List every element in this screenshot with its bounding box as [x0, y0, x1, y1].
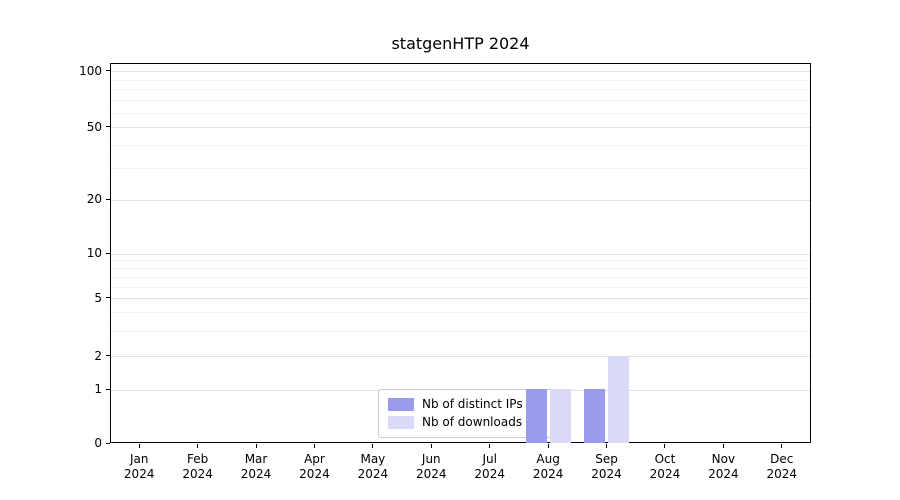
x-tick-label: Dec 2024 — [753, 452, 811, 482]
x-tick-mark — [664, 444, 666, 448]
gridline-minor — [111, 267, 810, 269]
gridline-minor — [111, 100, 810, 102]
x-tick-month: May — [360, 452, 386, 466]
x-tick-year: 2024 — [357, 467, 389, 481]
gridline-major — [111, 199, 810, 201]
x-tick-month: Apr — [304, 452, 325, 466]
x-tick-mark — [138, 444, 140, 448]
gridline-minor — [111, 276, 810, 278]
gridline-major — [111, 356, 810, 358]
x-tick-mark — [372, 444, 374, 448]
x-tick-mark — [197, 444, 199, 448]
x-tick-year: 2024 — [182, 467, 213, 481]
x-tick-month: Aug — [536, 452, 560, 466]
x-tick-month: Feb — [187, 452, 209, 466]
gridline-major — [111, 253, 810, 255]
x-tick-year: 2024 — [766, 467, 798, 481]
x-tick-label: Jun 2024 — [402, 452, 460, 482]
y-tick-label: 100 — [79, 63, 102, 78]
gridline-minor — [111, 79, 810, 81]
x-tick-label: Jan 2024 — [110, 452, 168, 482]
x-tick-label: Nov 2024 — [694, 452, 752, 482]
x-tick-month: Jun — [421, 452, 441, 466]
x-tick-year: 2024 — [591, 467, 622, 481]
x-tick-month: Jan — [129, 452, 149, 466]
x-tick-label: Jul 2024 — [461, 452, 519, 482]
y-tick-label: 50 — [86, 119, 102, 134]
y-tick-label: 20 — [86, 192, 102, 207]
x-tick-mark — [430, 444, 432, 448]
x-tick-month: Jul — [482, 452, 497, 466]
x-tick-label: Apr 2024 — [285, 452, 343, 482]
gridline-minor — [111, 89, 810, 91]
x-tick-month: Dec — [770, 452, 794, 466]
y-tick-label: 2 — [94, 348, 102, 363]
x-tick-mark — [489, 444, 491, 448]
x-tick-mark — [313, 444, 315, 448]
x-tick-year: 2024 — [123, 467, 155, 481]
gridline-major — [111, 71, 810, 73]
gridline-minor — [111, 286, 810, 288]
legend-swatch-downloads — [388, 416, 414, 430]
x-tick-year: 2024 — [649, 467, 681, 481]
x-tick-mark — [781, 444, 783, 448]
gridline-minor — [111, 144, 810, 146]
x-tick-year: 2024 — [474, 467, 505, 481]
x-tick-label: Sep 2024 — [578, 452, 636, 482]
x-tick-label: Mar 2024 — [227, 452, 285, 482]
x-tick-mark — [547, 444, 549, 448]
legend-label: Nb of downloads — [422, 415, 523, 430]
y-tick-label: 0 — [94, 436, 102, 450]
grid-layer — [111, 64, 810, 442]
x-tick-label: Oct 2024 — [636, 452, 694, 482]
gridline-minor — [111, 112, 810, 114]
chart-title: statgenHTP 2024 — [391, 34, 530, 53]
legend-label: Nb of distinct IPs — [422, 396, 523, 411]
legend: Nb of distinct IPs Nb of downloads — [378, 389, 557, 438]
x-tick-label: Aug 2024 — [519, 452, 577, 482]
x-tick-label: Feb 2024 — [169, 452, 227, 482]
gridline-major — [111, 298, 810, 300]
gridline-minor — [111, 167, 810, 169]
x-tick-month: Mar — [244, 452, 268, 466]
legend-swatch-distinct-ips — [388, 397, 414, 411]
x-tick-year: 2024 — [416, 467, 447, 481]
x-tick-mark — [255, 444, 257, 448]
x-tick-year: 2024 — [708, 467, 739, 481]
gridline-minor — [111, 260, 810, 262]
plot-area — [110, 63, 811, 443]
y-tick-label: 5 — [94, 290, 102, 305]
x-tick-year: 2024 — [240, 467, 272, 481]
x-tick-month: Oct — [654, 452, 676, 466]
x-tick-label: May 2024 — [344, 452, 402, 482]
y-tick-label: 1 — [94, 382, 102, 397]
gridline-major — [111, 127, 810, 129]
x-tick-mark — [722, 444, 724, 448]
x-tick-mark — [606, 444, 608, 448]
x-tick-year: 2024 — [299, 467, 330, 481]
gridline-minor — [111, 312, 810, 314]
gridline-minor — [111, 330, 810, 332]
y-tick-label: 10 — [86, 246, 102, 260]
x-tick-month: Nov — [711, 452, 736, 466]
x-tick-year: 2024 — [532, 467, 564, 481]
legend-row: Nb of distinct IPs — [388, 396, 547, 413]
x-tick-month: Sep — [595, 452, 618, 466]
legend-row: Nb of downloads — [388, 414, 547, 431]
